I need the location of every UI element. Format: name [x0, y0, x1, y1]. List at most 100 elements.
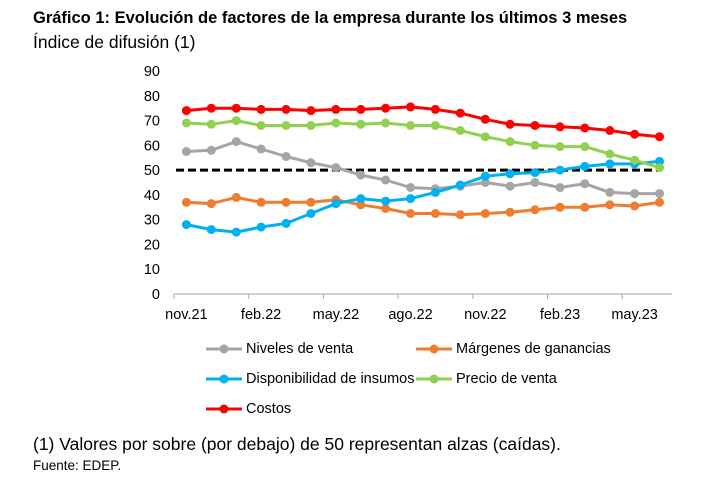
x-tick-label: may.22	[313, 307, 359, 323]
data-point-disponibilidad-de-insumos	[655, 156, 664, 166]
legend-swatch-line-marker	[416, 374, 452, 384]
data-point-costos	[430, 104, 440, 114]
data-point-disponibilidad-de-insumos	[231, 227, 241, 237]
y-tick-label: 90	[144, 64, 160, 80]
y-tick-label: 80	[144, 89, 160, 105]
data-point-costos	[580, 123, 590, 133]
data-point-margenes-de-ganancias	[605, 200, 615, 210]
data-point-margenes-de-ganancias	[480, 209, 490, 218]
x-tick-label: nov.21	[165, 307, 207, 323]
legend-swatch-marker	[429, 374, 439, 384]
data-point-niveles-de-venta	[605, 187, 615, 197]
data-point-margenes-de-ganancias	[231, 192, 241, 202]
data-point-disponibilidad-de-insumos	[580, 161, 590, 171]
y-tick-label: 20	[144, 237, 160, 253]
data-point-margenes-de-ganancias	[505, 207, 515, 217]
series-precio-de-venta	[181, 116, 664, 173]
data-point-niveles-de-venta	[580, 179, 590, 189]
data-point-precio-de-venta	[206, 119, 216, 129]
legend-swatch-line-marker	[416, 344, 452, 354]
data-point-costos	[630, 129, 640, 139]
x-tick-label: nov.22	[464, 307, 506, 323]
data-point-precio-de-venta	[381, 118, 391, 128]
series-costos	[181, 102, 664, 142]
chart-title: Gráfico 1: Evolución de factores de la e…	[33, 9, 628, 27]
legend-swatch-marker	[219, 404, 229, 414]
x-tick-label: ago.22	[388, 307, 432, 323]
data-point-niveles-de-venta	[256, 144, 266, 154]
data-point-precio-de-venta	[256, 121, 266, 130]
data-point-costos	[455, 108, 465, 118]
data-point-precio-de-venta	[655, 163, 664, 173]
data-point-niveles-de-venta	[480, 178, 490, 187]
data-point-niveles-de-venta	[206, 145, 216, 155]
data-point-disponibilidad-de-insumos	[455, 180, 465, 190]
data-point-costos	[356, 104, 366, 114]
series-disponibilidad-de-insumos	[181, 156, 664, 237]
data-point-precio-de-venta	[605, 149, 615, 159]
series-margenes-de-ganancias	[181, 192, 664, 220]
data-point-costos	[655, 132, 664, 142]
data-point-niveles-de-venta	[505, 181, 515, 191]
data-point-niveles-de-venta	[555, 183, 565, 192]
data-point-margenes-de-ganancias	[206, 199, 216, 209]
legend-item-precio-de-venta: Precio de venta	[416, 371, 557, 387]
data-point-precio-de-venta	[480, 132, 490, 142]
data-point-precio-de-venta	[580, 142, 590, 152]
y-tick-label: 0	[152, 287, 160, 303]
data-point-niveles-de-venta	[356, 170, 366, 180]
data-point-niveles-de-venta	[630, 189, 640, 199]
data-point-precio-de-venta	[505, 137, 515, 147]
legend-label: Costos	[246, 401, 292, 417]
data-point-precio-de-venta	[630, 155, 640, 165]
data-point-margenes-de-ganancias	[530, 205, 540, 215]
data-point-disponibilidad-de-insumos	[306, 209, 316, 218]
data-point-margenes-de-ganancias	[381, 204, 391, 213]
source-note: Fuente: EDEP.	[33, 458, 122, 473]
line-chart: 0 10 20 30 40 50 60 70 80 90 nov.21 feb.22 may.22 ag…	[144, 64, 672, 323]
data-point-margenes-de-ganancias	[655, 197, 664, 207]
legend-swatch-line-marker	[206, 344, 242, 354]
y-tick-label: 40	[144, 188, 160, 204]
data-point-niveles-de-venta	[231, 137, 241, 147]
data-point-disponibilidad-de-insumos	[356, 194, 366, 204]
data-point-margenes-de-ganancias	[256, 197, 266, 207]
data-point-niveles-de-venta	[181, 147, 191, 156]
data-point-disponibilidad-de-insumos	[530, 168, 540, 178]
data-point-costos	[306, 106, 316, 116]
legend-item-niveles-de-venta: Niveles de venta	[206, 341, 353, 357]
data-point-precio-de-venta	[530, 140, 540, 150]
data-point-disponibilidad-de-insumos	[281, 218, 291, 228]
data-point-margenes-de-ganancias	[306, 197, 316, 207]
data-point-precio-de-venta	[356, 119, 366, 129]
data-point-costos	[231, 103, 241, 113]
data-point-disponibilidad-de-insumos	[181, 220, 191, 230]
data-point-disponibilidad-de-insumos	[480, 171, 490, 181]
data-point-margenes-de-ganancias	[356, 200, 366, 210]
data-point-margenes-de-ganancias	[281, 197, 291, 207]
data-point-costos	[605, 126, 615, 135]
legend-swatch-line-marker	[206, 374, 242, 384]
data-point-disponibilidad-de-insumos	[406, 194, 415, 204]
x-tick-label: may.23	[611, 307, 657, 323]
data-point-costos	[181, 106, 191, 116]
legend-item-disponibilidad-de-insumos: Disponibilidad de insumos	[206, 371, 414, 387]
data-point-disponibilidad-de-insumos	[605, 159, 615, 169]
data-point-precio-de-venta	[306, 121, 316, 130]
data-point-disponibilidad-de-insumos	[430, 187, 440, 197]
data-point-niveles-de-venta	[281, 152, 291, 161]
y-axis-labels: 0 10 20 30 40 50 60 70 80 90	[144, 64, 160, 303]
data-point-costos	[206, 103, 216, 113]
data-point-disponibilidad-de-insumos	[206, 225, 216, 235]
data-point-disponibilidad-de-insumos	[331, 199, 341, 209]
data-point-costos	[406, 102, 415, 112]
data-point-margenes-de-ganancias	[181, 197, 191, 207]
data-point-margenes-de-ganancias	[630, 201, 640, 211]
y-tick-label: 30	[144, 213, 160, 229]
legend-swatch-marker	[219, 374, 229, 384]
data-point-niveles-de-venta	[306, 158, 316, 168]
data-point-niveles-de-venta	[406, 183, 415, 192]
data-point-margenes-de-ganancias	[406, 209, 415, 218]
y-tick-label: 60	[144, 138, 160, 154]
